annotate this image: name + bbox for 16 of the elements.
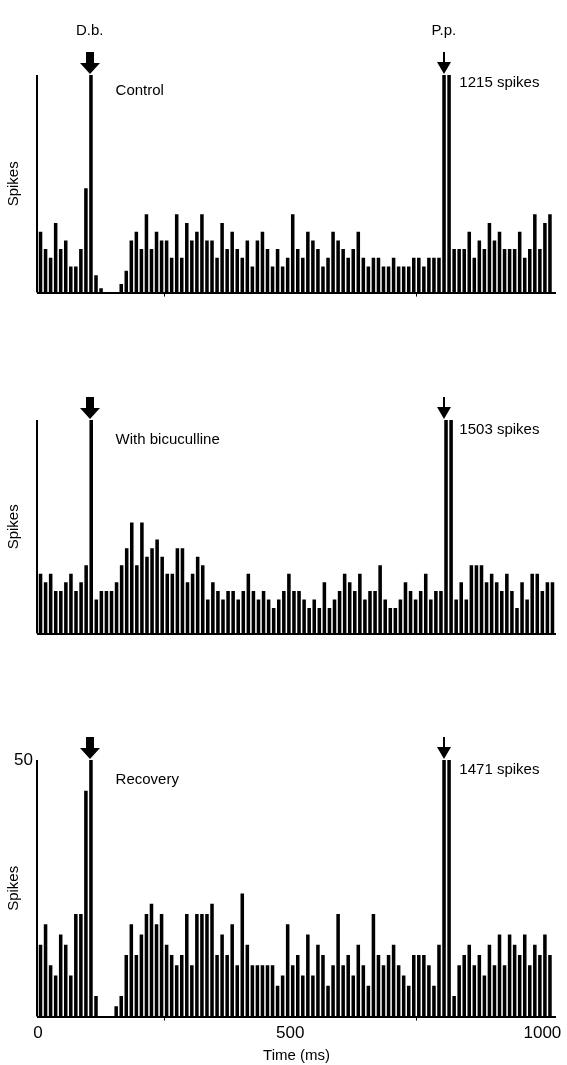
y-axis-title: Spikes bbox=[3, 865, 21, 911]
text: D.b. bbox=[75, 20, 104, 38]
annotation: Recovery bbox=[115, 769, 180, 787]
x-axis-title: Time (ms) bbox=[263, 1046, 330, 1064]
text: P.p. bbox=[431, 20, 457, 38]
text: 50 bbox=[14, 750, 33, 770]
x-tick-label: 1000 bbox=[523, 1023, 562, 1043]
y-axis-title: Spikes bbox=[3, 504, 21, 550]
annotation: 1471 spikes bbox=[459, 759, 540, 777]
y-axis-title: Spikes bbox=[3, 161, 21, 207]
annotation: Control bbox=[115, 80, 164, 98]
x-tick-label: 500 bbox=[276, 1023, 305, 1043]
annotation: With bicuculline bbox=[115, 429, 220, 447]
annotation: 1503 spikes bbox=[459, 419, 540, 437]
annotation: 1215 spikes bbox=[459, 72, 540, 90]
x-tick-label: 0 bbox=[33, 1023, 43, 1043]
